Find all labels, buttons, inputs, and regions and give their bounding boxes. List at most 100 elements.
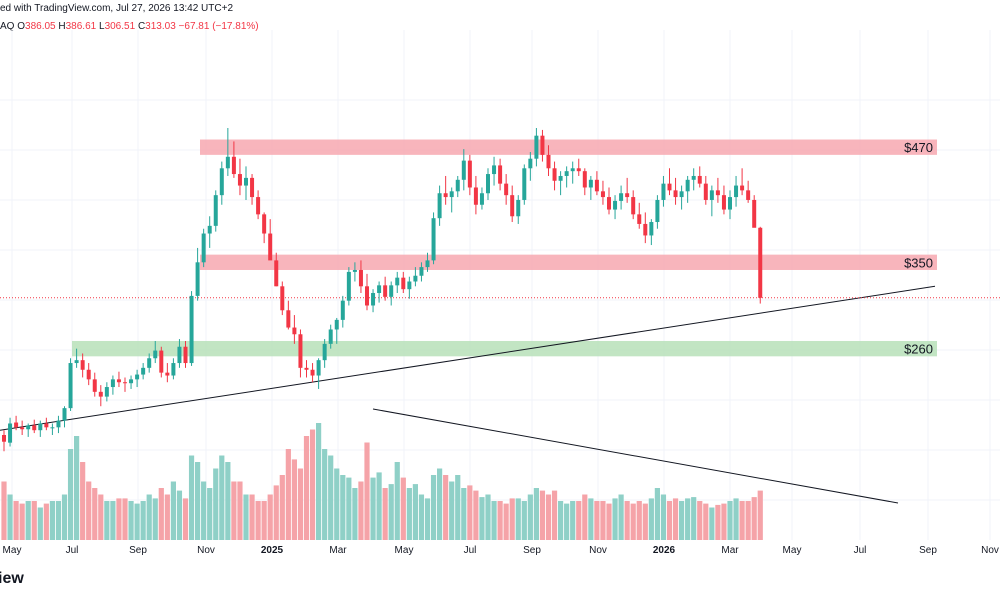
candle-body	[92, 379, 97, 392]
candle-body	[740, 185, 745, 191]
volume-bar	[128, 501, 134, 540]
volume-bar	[636, 501, 642, 540]
candle-body	[237, 174, 242, 186]
volume-bar	[43, 503, 49, 540]
candle-body	[322, 343, 327, 361]
x-tick-label: Sep	[523, 545, 541, 556]
volume-bar	[201, 481, 207, 540]
volume-bar	[13, 501, 19, 540]
volume-bar	[31, 501, 37, 540]
x-tick-label: Nov	[197, 545, 215, 556]
candle-body	[703, 183, 708, 200]
candle-body	[715, 190, 720, 196]
volume-bar	[176, 490, 183, 540]
candle-body	[401, 277, 406, 290]
candle-body	[56, 420, 61, 428]
candle-body	[407, 281, 412, 290]
volume-bar	[461, 488, 467, 540]
candle-body	[340, 300, 345, 320]
change-value: −67.81 (−17.81%)	[178, 21, 259, 32]
open-label: O	[17, 21, 26, 32]
volume-bar	[745, 501, 751, 540]
volume-bar	[594, 501, 600, 540]
candle-body	[183, 346, 188, 364]
candle-body	[310, 369, 315, 376]
candle-body	[479, 193, 484, 205]
candles	[2, 128, 763, 452]
volume-bar	[25, 501, 31, 540]
volume-bar	[703, 503, 709, 540]
candle-body	[437, 193, 442, 219]
volume-bar	[249, 494, 255, 540]
candle-body	[661, 183, 666, 200]
volume-bar	[443, 475, 449, 540]
candle-body	[352, 269, 357, 272]
candle-body	[431, 218, 436, 261]
volume-bar	[98, 494, 104, 540]
volume-bar	[412, 484, 418, 540]
volume-bar	[709, 507, 715, 540]
volume-bar	[243, 494, 249, 540]
volume-bar	[612, 498, 618, 540]
candle-body	[141, 367, 146, 375]
candle-body	[135, 374, 140, 380]
volume-bar	[74, 436, 80, 540]
volume-bar	[37, 507, 43, 540]
volume-bar	[122, 498, 128, 540]
volume-bar	[291, 459, 297, 540]
candle-body	[649, 222, 654, 236]
candle-body	[425, 260, 430, 268]
x-tick-label: Sep	[919, 545, 937, 556]
zone-470	[200, 139, 937, 155]
volume-bar	[316, 423, 322, 540]
candle-body	[2, 435, 6, 442]
zone-350	[200, 254, 937, 270]
candle-body	[32, 425, 37, 431]
close-label: C	[137, 21, 146, 32]
volume-bar	[473, 490, 479, 540]
candle-body	[68, 363, 73, 409]
volume-bar	[757, 490, 763, 540]
volume-bar	[570, 501, 576, 540]
candle-body	[213, 195, 218, 226]
candle-body	[504, 183, 509, 196]
volume-bar	[672, 498, 679, 540]
level-label-260: $260	[904, 342, 933, 357]
candle-body	[20, 427, 25, 430]
candle-body	[74, 360, 79, 364]
candle-body	[607, 197, 611, 210]
volume-bar	[697, 501, 703, 540]
candle-body	[540, 135, 545, 155]
candle-body	[667, 183, 672, 191]
volume-bar	[430, 475, 437, 540]
volume-bar	[328, 455, 334, 540]
candle-body	[449, 191, 454, 198]
volume-bar	[170, 481, 176, 540]
candle-body	[14, 422, 19, 428]
volume-bar	[600, 501, 606, 540]
volume-bar	[648, 498, 654, 540]
volume-bar	[545, 494, 552, 540]
candle-body	[62, 408, 67, 421]
volume-bar	[19, 503, 25, 540]
volume-bar	[424, 498, 431, 540]
volume-bar	[564, 503, 570, 540]
low-value: 306.51	[104, 21, 136, 32]
candle-body	[467, 160, 472, 188]
volume-bar	[195, 462, 201, 540]
candle-body	[697, 175, 702, 184]
candle-body	[371, 293, 376, 306]
candle-body	[625, 193, 630, 198]
candle-body	[274, 260, 279, 287]
candle-body	[498, 165, 503, 184]
published-line: ed with TradingView.com, Jul 27, 2026 13…	[0, 3, 234, 14]
candle-body	[123, 382, 127, 384]
volume-bar	[237, 481, 243, 540]
candle-body	[395, 277, 400, 286]
volume-bar	[80, 462, 86, 540]
volume-bars	[1, 423, 763, 540]
volume-bar	[503, 503, 509, 540]
candle-body	[473, 187, 478, 205]
candle-body	[147, 358, 152, 368]
